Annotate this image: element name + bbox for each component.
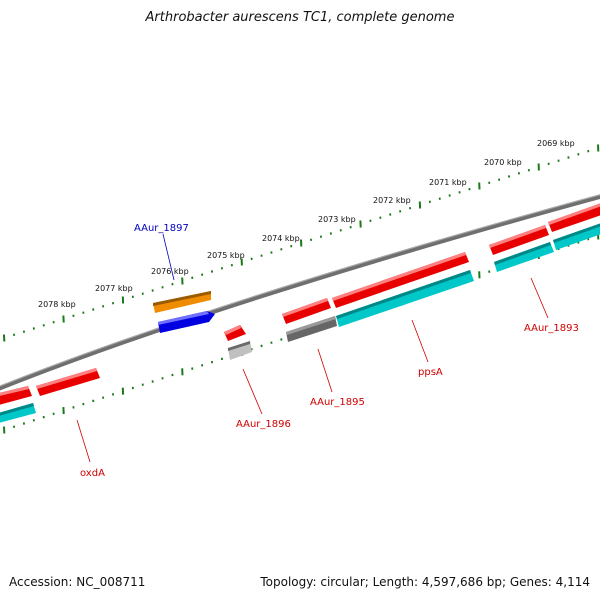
- feature-left-edge-cds[interactable]: [0, 403, 36, 424]
- feature-aaur1896-gene[interactable]: [224, 325, 246, 341]
- kbp-label: 2070 kbp: [484, 158, 522, 167]
- kbp-label: 2069 kbp: [537, 139, 575, 148]
- feature-ppsa-gene[interactable]: [332, 252, 469, 308]
- feature-aaur1897-gene[interactable]: [158, 311, 215, 333]
- feature-left-edge-gene[interactable]: [0, 386, 32, 406]
- kbp-label: 2073 kbp: [318, 215, 356, 224]
- kbp-label: 2071 kbp: [429, 178, 467, 187]
- map-title: Arthrobacter aurescens TC1, complete gen…: [145, 10, 455, 25]
- kbp-label: 2074 kbp: [262, 234, 300, 243]
- feature-oxda-gene[interactable]: [36, 368, 100, 396]
- feature-aaur1893-gene[interactable]: [489, 225, 549, 255]
- feature-aaur1895-gene[interactable]: [282, 298, 331, 324]
- feature-aaur1893-cds[interactable]: [494, 242, 554, 272]
- kbp-label: 2077 kbp: [95, 284, 133, 293]
- gene-label-ppsa[interactable]: ppsA: [418, 367, 443, 378]
- feature-aaur1895-cds[interactable]: [286, 316, 337, 342]
- gene-label-aaur1896[interactable]: AAur_1896: [236, 419, 291, 430]
- gene-label-oxda[interactable]: oxdA: [80, 468, 105, 479]
- leader-ppsa: [411, 319, 429, 363]
- feature-aaur1897-cds[interactable]: [153, 291, 211, 313]
- leader-aaur1897: [162, 233, 175, 281]
- feature-ppsa-cds[interactable]: [336, 270, 474, 327]
- kbp-label: 2078 kbp: [38, 300, 76, 309]
- gene-label-aaur1895[interactable]: AAur_1895: [310, 397, 365, 408]
- kbp-label: 2075 kbp: [207, 251, 245, 260]
- genome-backbone: [0, 194, 600, 391]
- gene-label-aaur1897[interactable]: AAur_1897: [134, 223, 189, 234]
- kbp-label-group: 2069 kbp 2070 kbp 2071 kbp 2072 kbp 2073 kbp…: [38, 139, 575, 309]
- leader-aaur1893: [530, 277, 549, 319]
- feature-aaur1896-pseudo[interactable]: [228, 341, 252, 360]
- feature-right-edge-cds[interactable]: [553, 220, 600, 250]
- kbp-label: 2072 kbp: [373, 196, 411, 205]
- accession-text: Accession: NC_008711: [9, 575, 146, 589]
- kbp-label: 2076 kbp: [151, 267, 189, 276]
- feature-right-edge-gene[interactable]: [548, 200, 600, 232]
- leader-aaur1896: [242, 368, 263, 415]
- leader-aaur1895: [317, 348, 333, 393]
- genome-backbone-highlight: [0, 194, 600, 387]
- outer-tick-track: [3, 144, 600, 342]
- gene-label-aaur1893[interactable]: AAur_1893: [524, 323, 579, 334]
- leader-oxda: [76, 419, 91, 463]
- genome-summary-text: Topology: circular; Length: 4,597,686 bp…: [260, 575, 590, 589]
